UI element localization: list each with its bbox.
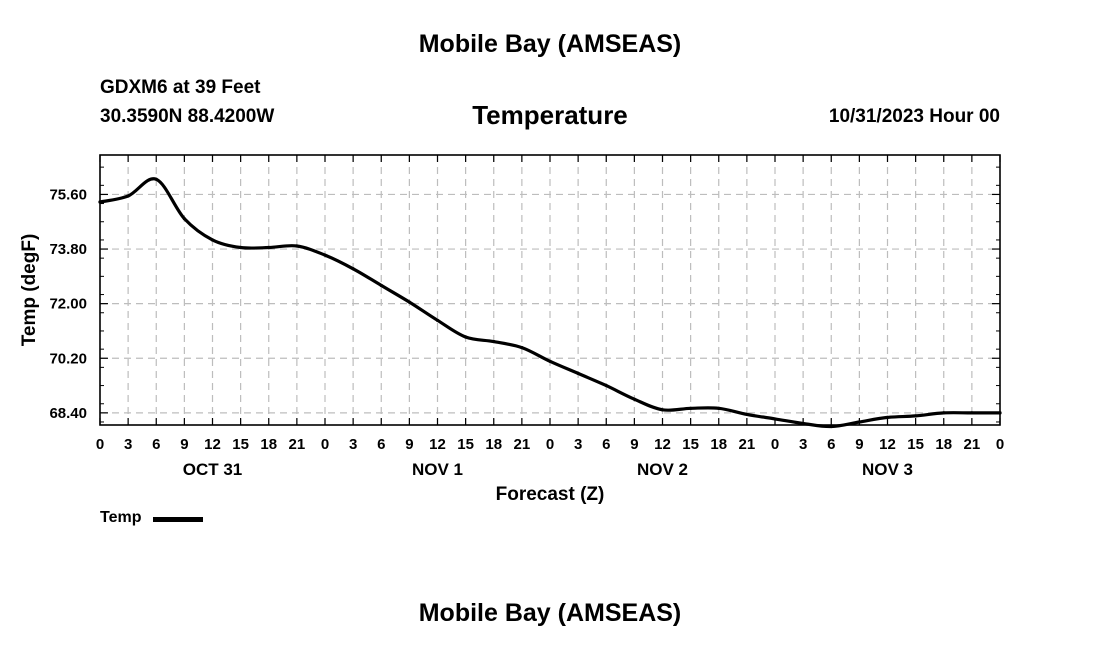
x-tick-label: 0 — [96, 436, 104, 453]
legend: Temp — [100, 509, 204, 527]
x-tick-label: 15 — [457, 436, 474, 453]
coordinates-label: 30.3590N 88.4200W — [100, 106, 275, 127]
x-tick-label: 12 — [429, 436, 446, 453]
x-tick-label: 9 — [405, 436, 413, 453]
x-tick-label: 6 — [602, 436, 610, 453]
data-point — [548, 359, 552, 363]
data-point — [604, 383, 608, 388]
x-tick-label: 15 — [682, 436, 699, 453]
y-tick-label: 68.40 — [49, 405, 87, 422]
footer-title: Mobile Bay (AMSEAS) — [418, 599, 682, 627]
datetime-label: 10/31/2023 Hour 00 — [828, 106, 1000, 127]
y-axis-label: Temp (degF) — [19, 234, 40, 347]
legend-label-temp: Temp — [100, 509, 142, 526]
x-tick-label: 0 — [771, 436, 779, 453]
x-tick-label: 18 — [935, 436, 952, 453]
data-point — [154, 177, 158, 181]
y-tick-label: 70.20 — [49, 350, 87, 367]
data-point — [492, 339, 496, 344]
data-point — [98, 200, 102, 204]
station-label: GDXM6 at 39 Feet — [100, 77, 261, 98]
x-tick-label: 9 — [180, 436, 188, 453]
chart-axes: 0 3 6 9 12 15 18 21 0 3 6 9 12 15 18 21 0 3 6 9 12 15 18 21 0 3 6 9… — [49, 154, 1004, 479]
data-point — [998, 411, 1002, 415]
plot-frame — [99, 154, 1001, 426]
y-tick-label: 73.80 — [49, 241, 87, 258]
x-tick-label: 6 — [827, 436, 835, 453]
x-tick-label: 12 — [654, 436, 671, 453]
data-point — [857, 420, 861, 424]
y-tick-label: 75.60 — [49, 186, 87, 203]
data-point — [464, 335, 468, 339]
data-point — [942, 411, 946, 415]
x-tick-label: 0 — [996, 436, 1004, 453]
x-tick-label: 18 — [260, 436, 277, 453]
x-tick-label: 21 — [739, 436, 756, 453]
data-point — [829, 424, 833, 429]
data-point — [520, 346, 524, 350]
data-point — [717, 406, 721, 410]
data-point — [632, 397, 636, 401]
x-tick-label: 3 — [124, 436, 132, 453]
chart-grid — [100, 155, 1000, 425]
data-point — [435, 318, 440, 322]
x-tick-label: 15 — [232, 436, 249, 453]
data-point — [379, 283, 383, 288]
data-point — [745, 412, 749, 416]
data-point — [914, 414, 918, 418]
data-point — [970, 411, 974, 415]
variable-title: Temperature — [472, 100, 628, 130]
day-label: NOV 1 — [412, 460, 463, 479]
x-tick-label: 3 — [349, 436, 357, 453]
chart-series — [98, 177, 1002, 429]
y-tick-label: 72.00 — [49, 296, 87, 313]
x-tick-label: 6 — [377, 436, 385, 453]
legend-swatch-temp — [153, 516, 204, 522]
x-tick-label: 21 — [964, 436, 981, 453]
x-tick-label: 9 — [630, 436, 638, 453]
x-tick-label: 15 — [907, 436, 924, 453]
data-point — [407, 300, 411, 304]
data-point — [267, 245, 271, 250]
data-point — [126, 194, 130, 198]
x-tick-label: 21 — [514, 436, 531, 453]
data-point — [689, 406, 693, 410]
data-point — [660, 408, 665, 412]
day-label: NOV 3 — [862, 460, 913, 479]
x-tick-label: 21 — [289, 436, 306, 453]
x-tick-label: 3 — [799, 436, 807, 453]
data-point — [210, 238, 215, 242]
x-tick-label: 0 — [321, 436, 329, 453]
data-point — [773, 417, 777, 421]
data-point — [885, 415, 890, 420]
data-point — [295, 244, 299, 248]
x-axis-label: Forecast (Z) — [496, 484, 605, 505]
x-tick-label: 18 — [710, 436, 727, 453]
day-label: OCT 31 — [183, 460, 243, 479]
data-point — [323, 253, 327, 257]
x-tick-label: 6 — [152, 436, 160, 453]
x-tick-label: 12 — [204, 436, 221, 453]
data-point — [182, 217, 186, 221]
x-tick-label: 0 — [546, 436, 554, 453]
x-tick-label: 18 — [485, 436, 502, 453]
x-tick-label: 9 — [855, 436, 863, 453]
data-point — [351, 267, 355, 271]
day-label: NOV 2 — [637, 460, 688, 479]
data-point — [239, 245, 243, 250]
page-title: Mobile Bay (AMSEAS) — [418, 30, 682, 58]
data-point — [801, 421, 805, 426]
x-tick-label: 3 — [574, 436, 582, 453]
x-tick-label: 12 — [879, 436, 896, 453]
data-point — [576, 371, 580, 376]
